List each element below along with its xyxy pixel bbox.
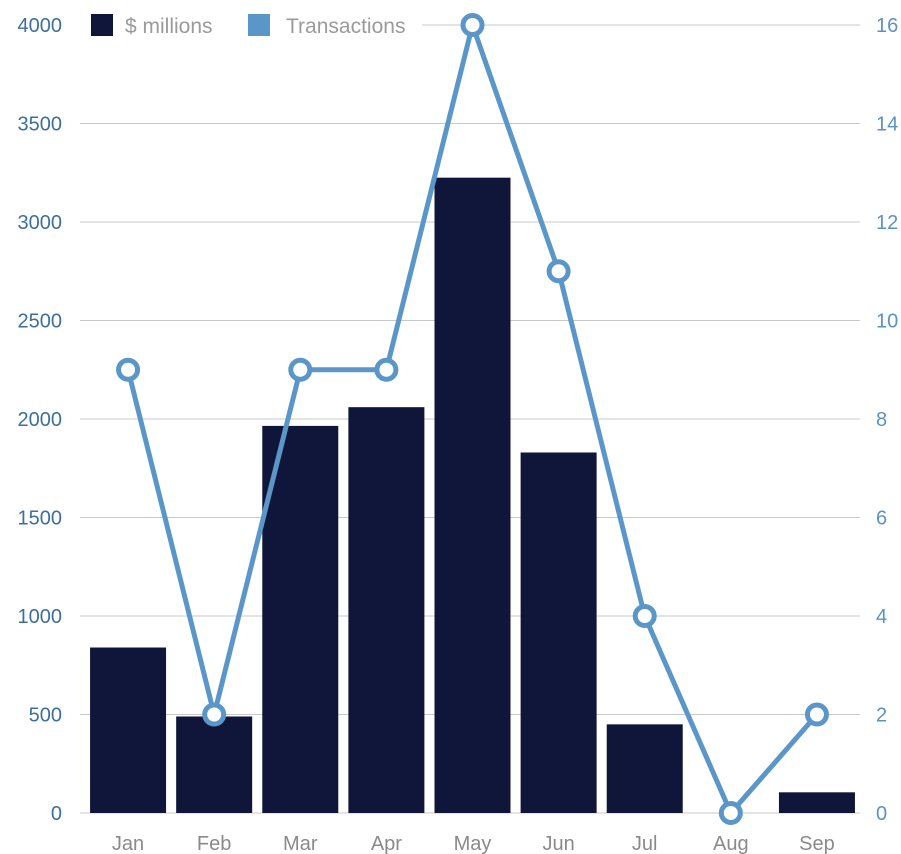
y-tick-label: 3500 (18, 114, 63, 136)
bar-sep (778, 792, 855, 813)
line-point-mar (288, 357, 313, 382)
legend-label-transactions: Transactions (286, 15, 405, 38)
y2-tick-label: 14 (876, 114, 898, 136)
y2-tick-label: 6 (876, 508, 887, 530)
x-tick-label: Sep (799, 833, 835, 854)
y2-tick-label: 8 (876, 409, 887, 431)
bar-mar (262, 425, 339, 813)
y2-tick-label: 10 (876, 311, 898, 333)
bar-feb (176, 716, 253, 813)
x-tick-label: Apr (371, 833, 402, 854)
bar-jun (520, 452, 597, 813)
y-tick-label: 2500 (18, 311, 63, 333)
line-point-jan (116, 357, 141, 382)
line-point-jun (546, 259, 571, 284)
x-axis: Jan Feb Mar Apr May Jun Jul Aug Sep (112, 833, 835, 854)
line-series (116, 13, 829, 825)
right-axis: 0 2 4 6 8 10 12 14 16 (876, 15, 898, 825)
line-point-may (460, 13, 485, 37)
y-tick-label: 4000 (18, 15, 63, 37)
y2-tick-label: 12 (876, 212, 898, 234)
y2-tick-label: 2 (876, 705, 887, 727)
y2-tick-label: 4 (876, 606, 887, 628)
x-tick-label: Jun (542, 833, 574, 854)
y-tick-label: 3000 (18, 212, 63, 234)
x-tick-label: Jan (112, 833, 144, 854)
line-point-aug (718, 801, 743, 825)
y-tick-label: 500 (29, 705, 62, 727)
x-tick-label: Aug (713, 833, 749, 854)
bar-series (90, 177, 855, 814)
bar-jan (90, 647, 167, 813)
y-tick-label: 0 (51, 803, 62, 825)
line-point-sep (804, 702, 829, 727)
legend-swatch-millions (91, 14, 113, 36)
line-point-feb (202, 702, 227, 727)
x-tick-label: May (454, 833, 492, 854)
legend-label-millions: $ millions (125, 15, 213, 38)
bar-apr (348, 407, 425, 813)
x-tick-label: Mar (283, 833, 318, 854)
bar-jul (606, 724, 683, 813)
bar-may (434, 177, 511, 814)
line-point-apr (374, 357, 399, 382)
y-tick-label: 1000 (18, 606, 63, 628)
left-axis: 0 500 1000 1500 2000 2500 3000 3500 4000 (18, 15, 63, 825)
legend-swatch-transactions (248, 14, 270, 36)
x-tick-label: Feb (197, 833, 231, 854)
legend: $ millions Transactions (91, 14, 405, 38)
y2-tick-label: 0 (876, 803, 887, 825)
y2-tick-label: 16 (876, 15, 898, 37)
x-tick-label: Jul (632, 833, 658, 854)
y-tick-label: 1500 (18, 508, 63, 530)
line-point-jul (632, 604, 657, 628)
y-tick-label: 2000 (18, 409, 63, 431)
